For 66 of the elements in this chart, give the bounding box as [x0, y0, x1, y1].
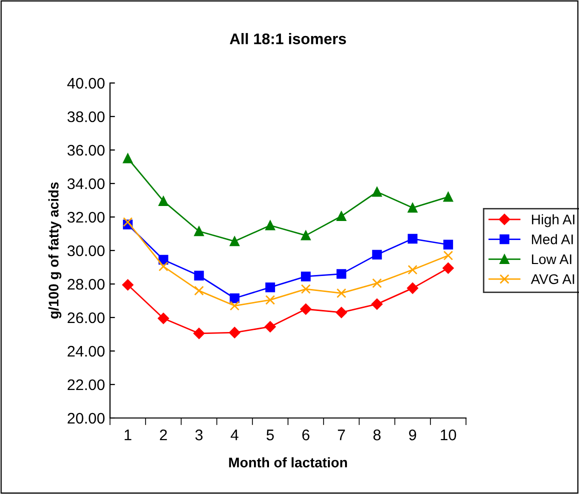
- y-tick-label: 32.00: [67, 212, 105, 223]
- chart-title: All 18:1 isomers: [230, 33, 346, 44]
- x-tick-label: 2: [160, 430, 167, 440]
- point: [122, 279, 134, 290]
- point: [158, 196, 168, 206]
- point: [228, 326, 240, 338]
- x-tick-label: 9: [409, 430, 416, 440]
- point: [443, 250, 454, 260]
- x-tick-label: 7: [338, 430, 345, 440]
- point: [122, 154, 133, 164]
- point: [336, 288, 346, 298]
- point: [158, 312, 170, 324]
- point: [158, 262, 168, 272]
- legend-label: High AI: [532, 214, 574, 228]
- point: [122, 217, 133, 227]
- x-tick-label: 3: [195, 430, 203, 440]
- point: [408, 264, 418, 275]
- y-tick-label: 38.00: [67, 111, 105, 122]
- point: [372, 250, 382, 260]
- y-tick-label: 22.00: [68, 379, 105, 390]
- x-tick-label: 5: [266, 430, 274, 440]
- point: [194, 226, 204, 236]
- y-axis-title: g/100 g of fatty acids: [48, 182, 62, 319]
- x-tick-label: 8: [373, 430, 381, 440]
- point: [194, 270, 204, 280]
- x-tick-label: 1: [124, 430, 132, 440]
- point: [442, 262, 454, 274]
- point: [336, 269, 346, 279]
- y-tick-label: 24.00: [68, 346, 105, 357]
- point: [443, 192, 454, 202]
- legend-label: Low AI: [532, 254, 572, 264]
- point: [194, 286, 204, 296]
- point: [230, 236, 240, 246]
- y-tick-label: 36.00: [67, 144, 105, 156]
- legend-label: Med AI: [532, 234, 573, 244]
- point: [230, 293, 240, 304]
- point: [300, 304, 312, 315]
- x-tick-label: 6: [302, 430, 310, 440]
- y-tick-label: 40.00: [67, 78, 105, 89]
- point: [443, 240, 454, 250]
- point: [264, 321, 276, 332]
- y-tick-label: 20.00: [68, 412, 105, 424]
- point: [300, 272, 311, 282]
- point: [336, 306, 348, 318]
- point: [406, 282, 418, 294]
- point: [300, 230, 311, 240]
- point: [193, 328, 205, 340]
- point: [408, 202, 418, 213]
- point: [265, 295, 276, 305]
- point: [300, 284, 311, 294]
- y-tick-label: 30.00: [67, 245, 105, 256]
- x-tick-label: 4: [230, 430, 238, 440]
- point: [408, 234, 418, 244]
- point: [230, 300, 240, 311]
- point: [265, 282, 276, 292]
- y-tick-label: 28.00: [68, 278, 105, 290]
- x-axis-title: Month of lactation: [229, 457, 347, 468]
- legend-label: AVG AI: [530, 274, 574, 284]
- point: [372, 187, 382, 197]
- point: [265, 220, 276, 230]
- y-tick-label: 26.00: [68, 312, 105, 324]
- point: [372, 278, 382, 288]
- point: [336, 211, 346, 222]
- y-tick-label: 34.00: [67, 178, 105, 190]
- point: [371, 298, 383, 310]
- x-tick-label: 10: [440, 430, 456, 440]
